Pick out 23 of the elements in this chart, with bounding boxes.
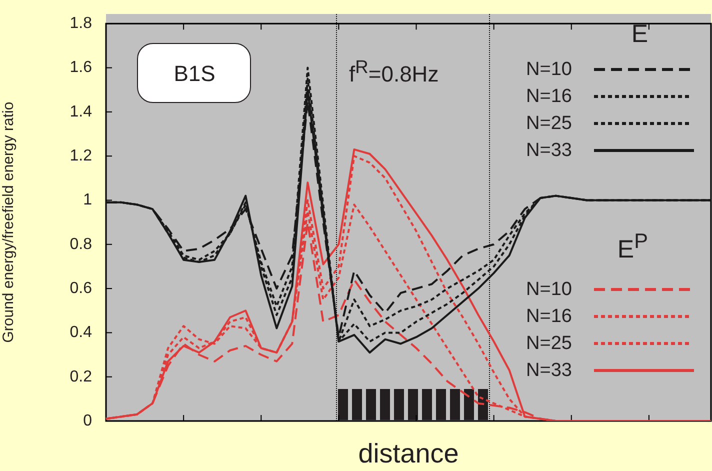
y-tick-label: 0.2 (70, 368, 92, 386)
y-tick-label: 0 (83, 412, 92, 430)
y-tick-label: 0.8 (70, 236, 92, 253)
y-tick-label: 1.2 (70, 147, 92, 164)
legend-label: N=10 (526, 278, 573, 300)
y-tick-label: 0.4 (70, 324, 92, 342)
annotation: E$^{P}$ (616, 230, 649, 266)
y-axis-title: Ground energy/freefield energy ratio (0, 102, 18, 343)
y-tick-label: 1.8 (70, 15, 92, 32)
legend-label: N=25 (526, 332, 573, 354)
x-axis-title: distance (358, 438, 459, 468)
series-label: N=33 (526, 360, 573, 382)
legend-label: N=16 (526, 86, 573, 108)
annotation: E (630, 20, 649, 50)
legend-label: N=25 (526, 112, 573, 134)
legend-label: N=10 (526, 58, 573, 80)
annotation: f$^{R}$=0.8Hz (349, 56, 439, 88)
y-tick-label: 1 (83, 192, 92, 209)
series-label: N=33 (526, 140, 573, 162)
y-tick-label: 1.4 (70, 103, 92, 120)
y-tick-label: 1.6 (70, 59, 92, 76)
legend-label: N=16 (526, 306, 573, 328)
y-tick-label: 0.6 (70, 280, 92, 297)
